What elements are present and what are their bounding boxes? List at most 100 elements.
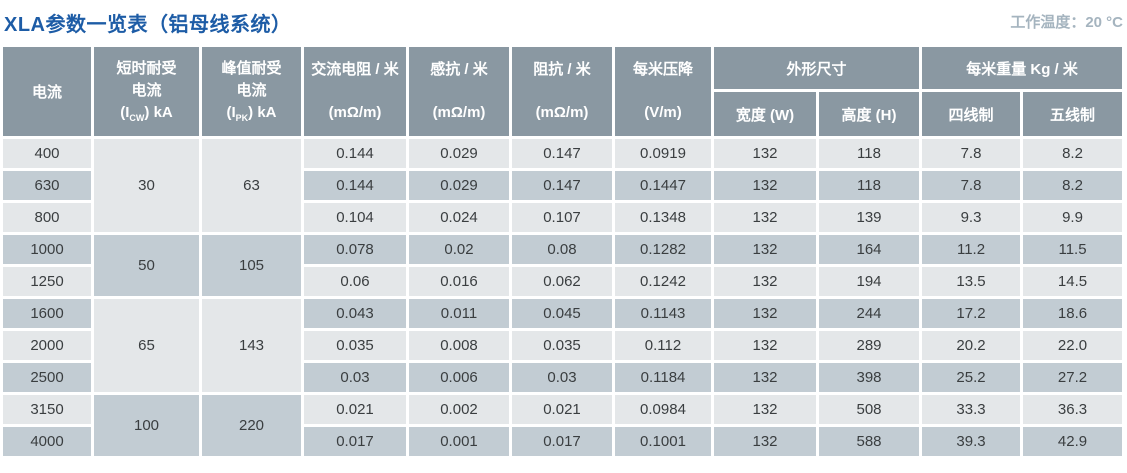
header-row-sub: 宽度 (W) 高度 (H) 四线制 五线制 xyxy=(3,92,1123,136)
cell: 0.016 xyxy=(409,267,509,296)
cell: 18.6 xyxy=(1023,299,1123,328)
table-row-800: 800 0.104 0.024 0.107 0.1348 132 139 9.3… xyxy=(3,203,1123,232)
cell: 0.0919 xyxy=(615,139,711,168)
cell: 0.1184 xyxy=(615,363,711,392)
cell: 118 xyxy=(819,139,920,168)
cell: 132 xyxy=(714,235,816,264)
ipk-unit: (IPK) kA xyxy=(226,103,277,123)
cell: 7.8 xyxy=(922,139,1021,168)
cell: 11.2 xyxy=(922,235,1021,264)
current-cell: 2000 xyxy=(3,331,91,360)
operating-temperature-note: 工作温度：20 °C xyxy=(1010,14,1123,31)
cell: 0.006 xyxy=(409,363,509,392)
col-header-height: 高度 (H) xyxy=(819,92,920,136)
cell: 7.8 xyxy=(922,171,1021,200)
table-row-630: 630 0.144 0.029 0.147 0.1447 132 118 7.8… xyxy=(3,171,1123,200)
cell: 36.3 xyxy=(1023,395,1123,424)
cell: 17.2 xyxy=(922,299,1021,328)
cell: 0.1282 xyxy=(615,235,711,264)
cell: 0.147 xyxy=(512,139,612,168)
cell: 0.029 xyxy=(409,139,509,168)
ipk-line1: 峰值耐受 xyxy=(221,60,282,78)
cell: 508 xyxy=(819,395,920,424)
cell: 0.03 xyxy=(304,363,406,392)
current-cell: 2500 xyxy=(3,363,91,392)
cell: 0.035 xyxy=(512,331,612,360)
current-cell: 630 xyxy=(3,171,91,200)
current-cell: 1250 xyxy=(3,267,91,296)
ac-resistance-unit: (mΩ/m) xyxy=(328,104,382,121)
cell: 0.008 xyxy=(409,331,509,360)
table-row-3150: 3150 100 220 0.021 0.002 0.021 0.0984 13… xyxy=(3,395,1123,456)
icw-merged-cell: 30 xyxy=(94,139,199,232)
cell: 39.3 xyxy=(922,427,1021,456)
icw-merged-cell: 65 xyxy=(94,299,199,392)
cell: 14.5 xyxy=(1023,267,1123,296)
col-group-dimensions: 外形尺寸 xyxy=(714,47,920,89)
cell: 132 xyxy=(714,171,816,200)
col-header-short-time-withstand: 短时耐受 电流 (ICW) kA xyxy=(94,47,199,136)
cell: 0.017 xyxy=(304,427,406,456)
col-header-ac-resistance: 交流电阻 / 米 (mΩ/m) xyxy=(304,47,406,136)
cell: 0.1242 xyxy=(615,267,711,296)
current-cell: 1000 xyxy=(3,235,91,264)
col-header-peak-withstand: 峰值耐受 电流 (IPK) kA xyxy=(202,47,301,136)
cell: 0.107 xyxy=(512,203,612,232)
cell: 11.5 xyxy=(1023,235,1123,264)
cell: 132 xyxy=(714,139,816,168)
cell: 194 xyxy=(819,267,920,296)
cell: 164 xyxy=(819,235,920,264)
icw-unit: (ICW) kA xyxy=(120,103,173,123)
cell: 132 xyxy=(714,331,816,360)
voltage-drop-unit: (V/m) xyxy=(644,104,682,121)
cell: 9.3 xyxy=(922,203,1021,232)
cell: 0.1143 xyxy=(615,299,711,328)
current-cell: 4000 xyxy=(3,427,91,456)
cell: 8.2 xyxy=(1023,171,1123,200)
cell: 139 xyxy=(819,203,920,232)
cell: 13.5 xyxy=(922,267,1021,296)
impedance-unit: (mΩ/m) xyxy=(535,104,589,121)
ipk-merged-cell: 105 xyxy=(202,235,301,296)
ipk-merged-cell: 143 xyxy=(202,299,301,392)
cell: 132 xyxy=(714,427,816,456)
cell: 588 xyxy=(819,427,920,456)
cell: 0.043 xyxy=(304,299,406,328)
cell: 0.112 xyxy=(615,331,711,360)
cell: 0.104 xyxy=(304,203,406,232)
table-row-400: 400 30 63 0.144 0.029 0.147 0.0919 132 1… xyxy=(3,139,1123,232)
table-row-2500: 2500 0.03 0.006 0.03 0.1184 132 398 25.2… xyxy=(3,363,1123,392)
cell: 0.08 xyxy=(512,235,612,264)
reactance-unit: (mΩ/m) xyxy=(432,104,486,121)
cell: 0.1001 xyxy=(615,427,711,456)
cell: 0.06 xyxy=(304,267,406,296)
cell: 0.147 xyxy=(512,171,612,200)
page-title: XLA参数一览表（铝母线系统） xyxy=(4,14,292,36)
cell: 0.1447 xyxy=(615,171,711,200)
cell: 0.017 xyxy=(512,427,612,456)
cell: 132 xyxy=(714,203,816,232)
table-row-1250: 1250 0.06 0.016 0.062 0.1242 132 194 13.… xyxy=(3,267,1123,296)
cell: 0.045 xyxy=(512,299,612,328)
cell: 132 xyxy=(714,363,816,392)
cell: 9.9 xyxy=(1023,203,1123,232)
cell: 0.144 xyxy=(304,139,406,168)
ipk-merged-cell: 220 xyxy=(202,395,301,456)
cell: 0.021 xyxy=(512,395,612,424)
cell: 0.0984 xyxy=(615,395,711,424)
ipk-merged-cell: 63 xyxy=(202,139,301,232)
icw-merged-cell: 50 xyxy=(94,235,199,296)
cell: 0.062 xyxy=(512,267,612,296)
cell: 0.1348 xyxy=(615,203,711,232)
cell: 27.2 xyxy=(1023,363,1123,392)
cell: 0.021 xyxy=(304,395,406,424)
cell: 0.002 xyxy=(409,395,509,424)
icw-line2: 电流 xyxy=(131,81,162,99)
header-row-top: 电流 短时耐受 电流 (ICW) kA 峰值耐受 电流 (IPK) kA 交流电… xyxy=(3,47,1123,136)
col-header-current: 电流 xyxy=(3,47,91,136)
cell: 0.024 xyxy=(409,203,509,232)
table-row-1600: 1600 65 143 0.043 0.011 0.045 0.1143 132… xyxy=(3,299,1123,392)
table-row-1000: 1000 50 105 0.078 0.02 0.08 0.1282 132 1… xyxy=(3,235,1123,296)
cell: 289 xyxy=(819,331,920,360)
cell: 244 xyxy=(819,299,920,328)
